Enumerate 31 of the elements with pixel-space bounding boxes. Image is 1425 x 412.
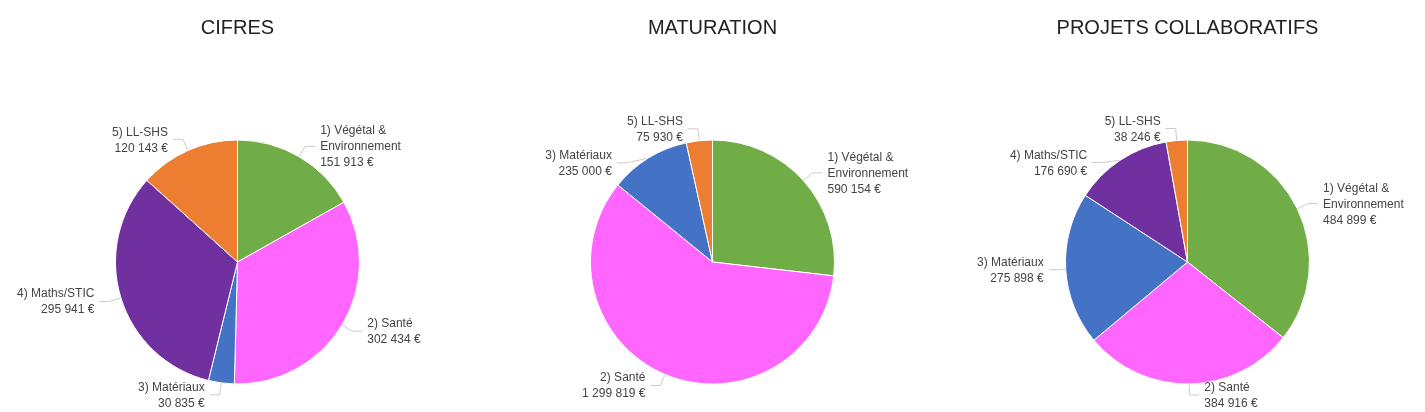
data-label: 295 941 € (41, 302, 95, 317)
slice-label: 1) Végétal & Environnement (320, 123, 402, 154)
data-label: 30 835 € (157, 395, 205, 410)
data-label: 235 000 € (558, 163, 613, 178)
slice-label: 3) Matériaux (545, 147, 612, 162)
data-label: 590 154 € (827, 181, 882, 196)
slice-label: 2) Santé (1204, 380, 1251, 394)
chart-title: MATURATION (647, 16, 778, 38)
slice-label: 3) Matériaux (977, 254, 1044, 269)
data-label: 75 930 € (636, 129, 684, 144)
data-label: 151 913 € (320, 155, 374, 170)
data-label: 302 434 € (367, 332, 421, 347)
slice-label: 5) LL-SHS (626, 113, 684, 128)
data-label: 38 246 € (1113, 129, 1161, 144)
slice-label: 1) Végétal & Environnement (1323, 180, 1405, 211)
slice-label: 4) Maths/STIC (1009, 147, 1088, 162)
data-label: 384 916 € (1204, 396, 1259, 410)
data-label: 275 898 € (990, 270, 1045, 285)
chart-title: PROJETS COLLABORATIFS (1056, 16, 1319, 38)
slice-label: 5) LL-SHS (111, 124, 169, 139)
slice-label: 2) Santé (367, 316, 413, 331)
data-label: 120 143 € (114, 140, 169, 155)
slice-label: 1) Végétal & Environnement (827, 149, 909, 180)
data-label: 1 299 819 € (582, 386, 646, 401)
data-label: 484 899 € (1323, 212, 1377, 227)
slice-label: 5) LL-SHS (1104, 113, 1161, 128)
slice-label: 2) Santé (600, 370, 646, 385)
slice-label: 4) Maths/STIC (17, 286, 95, 301)
data-label: 176 690 € (1033, 163, 1088, 178)
chart-title: CIFRES (200, 16, 275, 38)
slice-label: 3) Matériaux (137, 379, 205, 394)
